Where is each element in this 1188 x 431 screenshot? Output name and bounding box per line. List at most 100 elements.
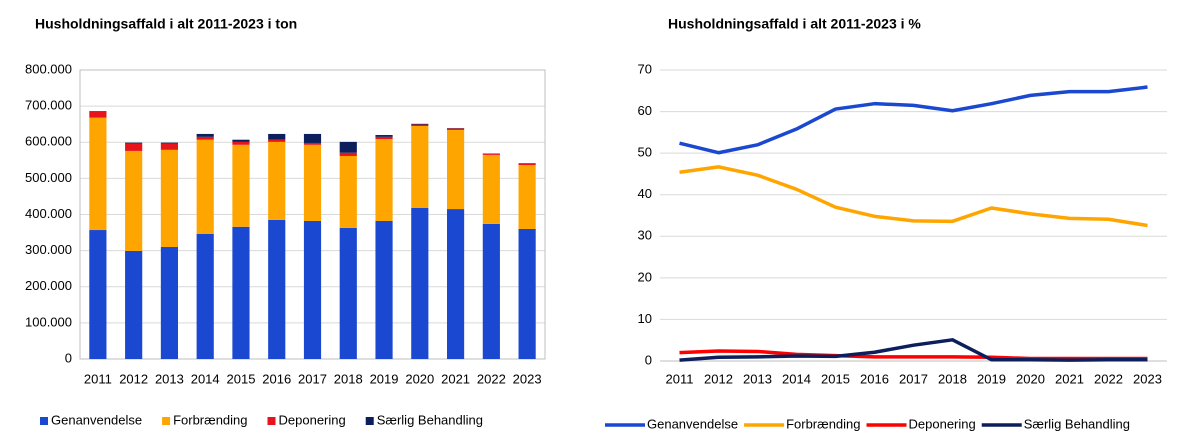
y-tick-label: 30 — [638, 228, 652, 243]
bar-segment — [160, 149, 179, 248]
x-tick-label: 2021 — [1055, 371, 1084, 386]
legend-label: Genanvendelse — [51, 412, 142, 427]
x-tick-label: 2022 — [477, 371, 506, 386]
y-tick-label: 0 — [645, 352, 652, 367]
legend-swatch — [40, 417, 48, 425]
bar-segment — [339, 155, 357, 228]
chart-title: Husholdningsaffald i alt 2011-2023 i % — [668, 16, 921, 32]
bar-segment — [232, 226, 250, 359]
bar-segment — [160, 142, 179, 144]
bar-segment — [89, 117, 107, 231]
x-tick-label: 2016 — [860, 371, 889, 386]
bar-segment — [303, 221, 322, 359]
y-tick-label: 800.000 — [25, 61, 72, 76]
bar-segment — [411, 123, 429, 125]
x-tick-label: 2018 — [334, 371, 363, 386]
x-tick-label: 2021 — [441, 371, 470, 386]
bar-segment — [518, 165, 536, 229]
y-tick-label: 500.000 — [25, 170, 72, 185]
bar-segment — [482, 153, 500, 155]
bar-segment — [196, 133, 214, 137]
line-series — [679, 338, 1148, 362]
x-tick-label: 2020 — [1016, 371, 1045, 386]
legend-label: Forbrænding — [173, 412, 247, 427]
y-tick-label: 200.000 — [25, 278, 72, 293]
x-tick-label: 2020 — [405, 371, 434, 386]
bar-segment — [303, 144, 322, 222]
bar-segment — [89, 111, 107, 112]
y-tick-label: 0 — [65, 350, 72, 365]
bar-segment — [196, 234, 214, 359]
legend-swatch — [162, 417, 171, 425]
bar-segment — [125, 150, 143, 251]
x-tick-label: 2023 — [513, 371, 542, 386]
x-tick-label: 2017 — [298, 371, 327, 386]
bar-segment — [125, 143, 143, 151]
bar-segment — [125, 250, 143, 359]
bar-segment — [89, 230, 107, 359]
bar-segment — [232, 141, 250, 145]
x-tick-label: 2013 — [155, 371, 184, 386]
bar-segment — [482, 223, 500, 359]
legend-label: Deponering — [909, 416, 976, 431]
legend-label: Genanvendelse — [647, 416, 738, 431]
y-tick-label: 600.000 — [25, 134, 72, 149]
bar-segment — [411, 125, 429, 208]
y-tick-label: 700.000 — [25, 98, 72, 113]
bar-segment — [339, 152, 357, 156]
x-tick-label: 2014 — [782, 371, 811, 386]
bar-segment — [375, 135, 393, 137]
bar-segment — [268, 141, 286, 220]
bar-segment — [375, 221, 393, 359]
x-tick-label: 2013 — [743, 371, 772, 386]
bar-segment — [268, 139, 286, 142]
x-tick-label: 2023 — [1133, 371, 1162, 386]
y-tick-label: 70 — [638, 61, 652, 76]
bar-segment — [303, 133, 322, 143]
y-tick-label: 300.000 — [25, 242, 72, 257]
bar-segment — [446, 209, 465, 359]
legend-swatch — [267, 417, 276, 425]
x-tick-label: 2019 — [370, 371, 399, 386]
bar-segment — [375, 138, 393, 222]
x-tick-label: 2022 — [1094, 371, 1123, 386]
line-series — [679, 85, 1148, 155]
y-tick-label: 10 — [638, 311, 652, 326]
bar-segment — [411, 124, 429, 126]
x-tick-label: 2014 — [191, 371, 220, 386]
legend-label: Deponering — [279, 412, 346, 427]
chart-title: Husholdningsaffald i alt 2011-2023 i ton — [35, 16, 297, 32]
y-tick-label: 20 — [638, 269, 652, 284]
bar-segment — [482, 154, 500, 224]
x-tick-label: 2019 — [977, 371, 1006, 386]
bar-segment — [196, 139, 214, 235]
bar-segment — [232, 144, 250, 227]
x-tick-label: 2017 — [899, 371, 928, 386]
bar-segment — [268, 219, 286, 359]
bar-segment — [518, 163, 536, 166]
legend-label: Særlig Behandling — [377, 412, 483, 427]
bar-segment — [411, 207, 429, 359]
y-tick-label: 100.000 — [25, 314, 72, 329]
bar-segment — [375, 136, 393, 139]
bar-segment — [339, 227, 357, 359]
bar-segment — [232, 139, 250, 142]
legend-label: Særlig Behandling — [1024, 416, 1130, 431]
bar-segment — [89, 111, 107, 118]
x-tick-label: 2012 — [119, 371, 148, 386]
y-tick-label: 40 — [638, 186, 652, 201]
bar-segment — [160, 247, 179, 359]
x-tick-label: 2011 — [666, 371, 694, 386]
bar-segment — [339, 141, 357, 153]
bar-segment — [268, 133, 286, 140]
line-series — [679, 165, 1148, 228]
legend-swatch — [365, 417, 374, 425]
x-tick-label: 2015 — [227, 371, 256, 386]
bar-segment — [125, 142, 143, 144]
x-tick-label: 2011 — [84, 371, 112, 386]
x-tick-label: 2018 — [938, 371, 967, 386]
bar-segment — [160, 143, 179, 150]
bar-segment — [518, 228, 536, 359]
x-tick-label: 2012 — [704, 371, 733, 386]
